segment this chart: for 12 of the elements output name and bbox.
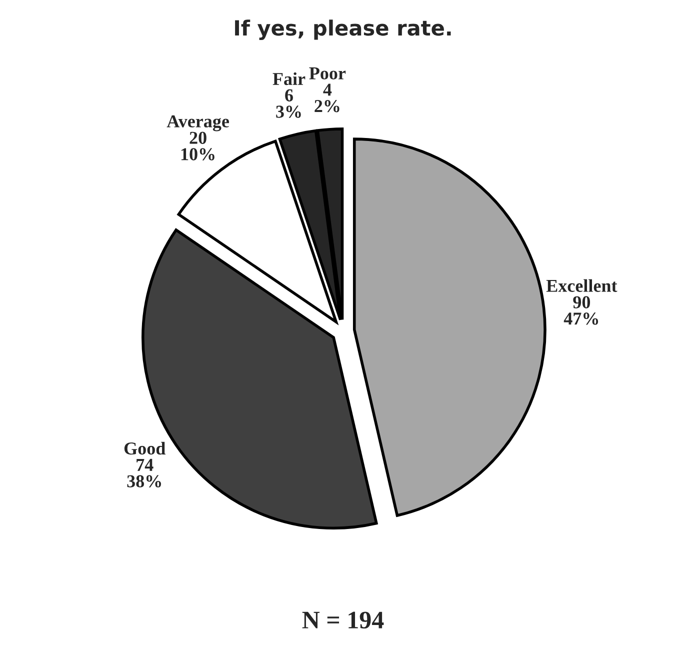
slice-label: Good — [124, 442, 166, 455]
data-label: 4 2% — [314, 84, 340, 112]
text: N = 194 — [302, 612, 384, 629]
data-label: 20 10% — [181, 132, 214, 160]
data-label: 74 38% — [127, 458, 161, 488]
slice-label: Average — [166, 115, 229, 132]
chart-title: If yes, please rate. — [235, 20, 451, 40]
data-label: 90 47% — [564, 296, 598, 325]
slice-label: Poor — [309, 67, 346, 80]
slice-label: Excellent — [546, 279, 618, 292]
data-label: 6 3% — [276, 89, 301, 118]
slice-label: Fair — [272, 72, 306, 86]
